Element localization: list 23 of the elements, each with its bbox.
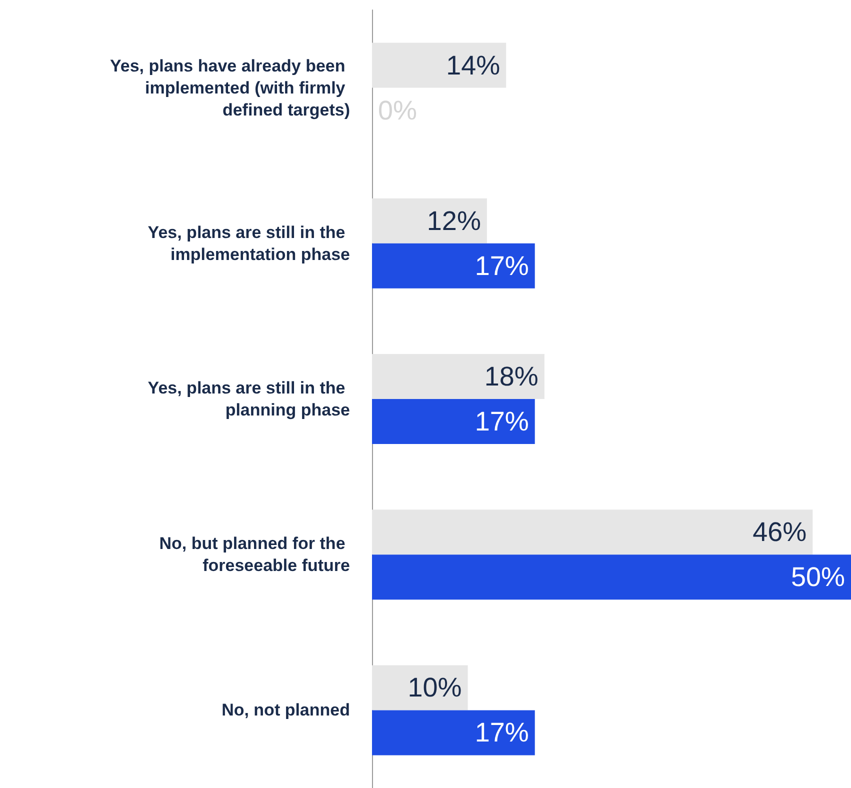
bar <box>372 554 851 600</box>
bar <box>372 243 535 288</box>
data-label: 10% <box>408 672 462 703</box>
data-label: 17% <box>474 250 529 281</box>
data-label: 50% <box>790 562 845 592</box>
bar <box>372 354 544 399</box>
data-label: 12% <box>426 206 481 236</box>
bar <box>372 42 506 88</box>
y-tick-label: No, but planned for the foreseeable future <box>159 534 350 576</box>
data-label: 18% <box>484 362 538 392</box>
y-tick-label: No, not planned <box>222 700 350 720</box>
y-tick-label: Yes, plans are still in the planning phase <box>148 378 350 420</box>
data-label: 46% <box>752 517 807 548</box>
data-label: 17% <box>474 406 529 436</box>
bar <box>372 510 813 555</box>
y-tick-label: Yes, plans are still in the implementation phase <box>148 222 350 264</box>
y-tick-label: Yes, plans have already been implemented (with firmly defined targets) <box>110 56 350 120</box>
data-label: 14% <box>446 50 500 80</box>
data-label: 17% <box>474 718 529 748</box>
bar <box>372 198 487 244</box>
bar <box>372 665 468 710</box>
bar <box>372 399 535 444</box>
bar <box>372 710 535 756</box>
